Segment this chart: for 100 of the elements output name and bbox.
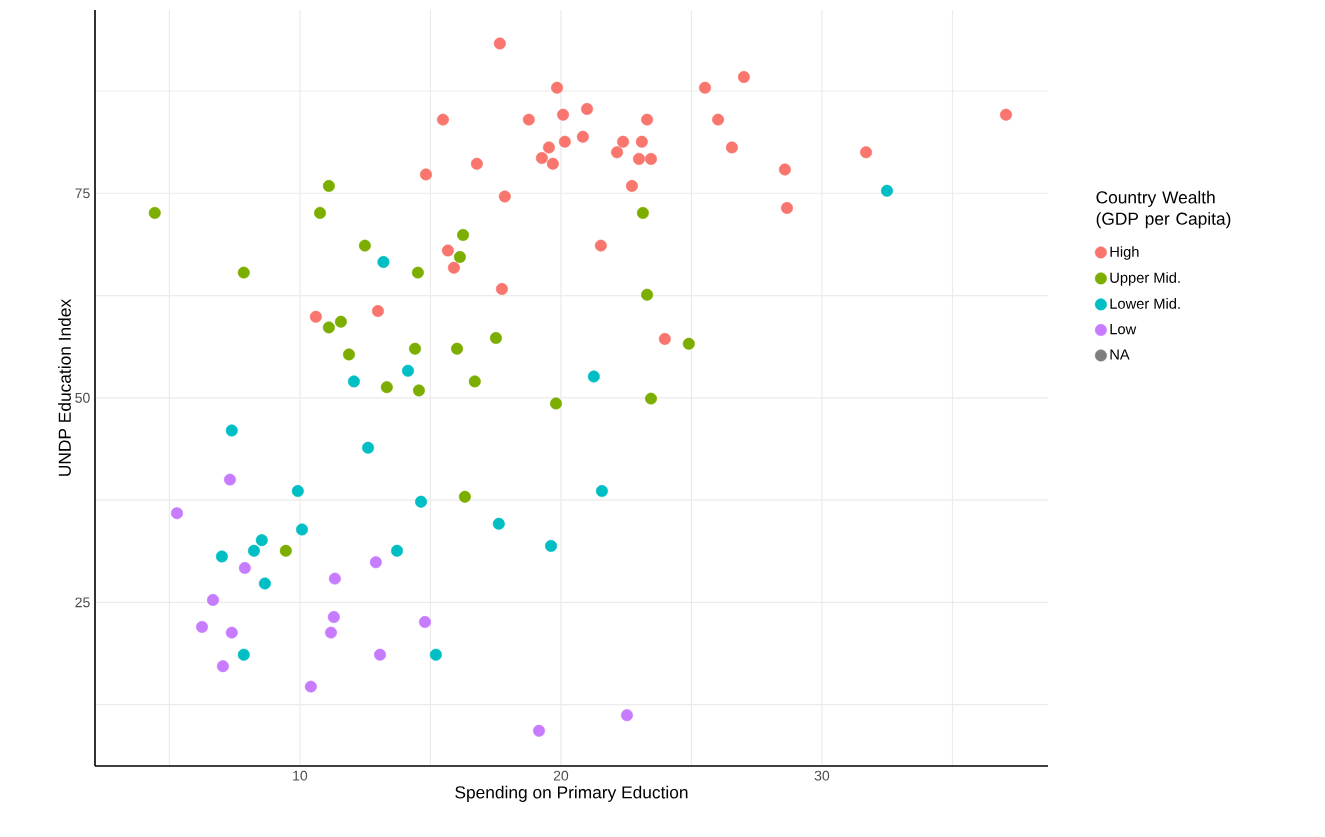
point (557, 108, 570, 121)
point (314, 206, 327, 219)
point (636, 206, 649, 219)
point (498, 190, 511, 203)
point (296, 523, 308, 536)
legend-label: Low (1110, 324, 1137, 335)
point (594, 239, 607, 252)
point (419, 168, 432, 181)
y-axis-title: UNDP Education Index (58, 299, 71, 476)
point (712, 113, 725, 126)
point (304, 680, 317, 693)
point (377, 255, 390, 268)
point (880, 184, 893, 197)
point (558, 135, 571, 148)
point (493, 37, 506, 50)
point (327, 611, 340, 624)
point (347, 375, 360, 388)
point (225, 626, 238, 639)
point (458, 490, 471, 503)
point (644, 392, 657, 405)
point (999, 108, 1012, 121)
point (492, 517, 505, 530)
point (412, 384, 425, 397)
point (457, 228, 470, 241)
point (533, 724, 546, 737)
point (470, 157, 483, 170)
point (725, 141, 738, 154)
point (468, 375, 481, 388)
point (453, 251, 466, 264)
point (632, 152, 645, 165)
point (223, 473, 236, 486)
point (279, 544, 292, 557)
point (374, 648, 387, 661)
point (334, 315, 347, 328)
point (237, 648, 250, 661)
point (545, 539, 558, 552)
y-tick-label: 50 (75, 392, 90, 403)
point (247, 544, 260, 557)
point (617, 135, 630, 148)
point (546, 157, 559, 170)
point (328, 572, 341, 585)
point (595, 485, 608, 498)
legend-label: High (1110, 246, 1139, 260)
point (587, 370, 600, 383)
point (495, 282, 508, 295)
point (411, 266, 424, 279)
point (362, 441, 375, 454)
legend-label: Lower Mid. (1110, 298, 1180, 309)
legend-label: NA (1110, 349, 1130, 360)
legend-label: Upper Mid. (1110, 272, 1180, 286)
point (535, 152, 548, 165)
y-tick-label: 75 (75, 188, 90, 199)
y-tick-label: 25 (75, 597, 90, 608)
point (415, 495, 428, 508)
point (682, 337, 695, 350)
point (778, 163, 791, 176)
point (255, 534, 268, 547)
point (418, 615, 431, 628)
point (658, 332, 671, 345)
point (148, 206, 161, 219)
point (369, 556, 382, 569)
point (551, 81, 564, 94)
point (522, 113, 535, 126)
point (447, 261, 460, 274)
point (429, 648, 442, 661)
point (780, 201, 793, 214)
point (641, 113, 654, 126)
point (380, 381, 393, 394)
point (215, 550, 228, 563)
point (309, 310, 322, 323)
point (258, 577, 271, 590)
point (371, 305, 384, 318)
point (216, 660, 229, 673)
point (699, 81, 712, 94)
point (322, 179, 335, 192)
point (237, 266, 250, 279)
point (641, 288, 654, 301)
point (206, 593, 219, 606)
point (238, 561, 251, 574)
x-tick-label: 20 (553, 770, 569, 781)
point (489, 332, 502, 345)
point (409, 342, 422, 355)
point (324, 626, 337, 639)
x-tick-label: 10 (293, 770, 308, 781)
point (625, 179, 638, 192)
point (635, 135, 648, 148)
point (620, 709, 633, 722)
x-tick-label: 30 (814, 770, 830, 781)
point (542, 141, 555, 154)
point (436, 113, 449, 126)
point (358, 239, 371, 252)
point (342, 348, 355, 361)
point (644, 152, 657, 165)
point (170, 507, 183, 520)
point (225, 424, 238, 437)
point (611, 146, 624, 159)
point (441, 244, 454, 257)
point (196, 620, 209, 633)
point (451, 342, 464, 355)
point (737, 71, 750, 84)
